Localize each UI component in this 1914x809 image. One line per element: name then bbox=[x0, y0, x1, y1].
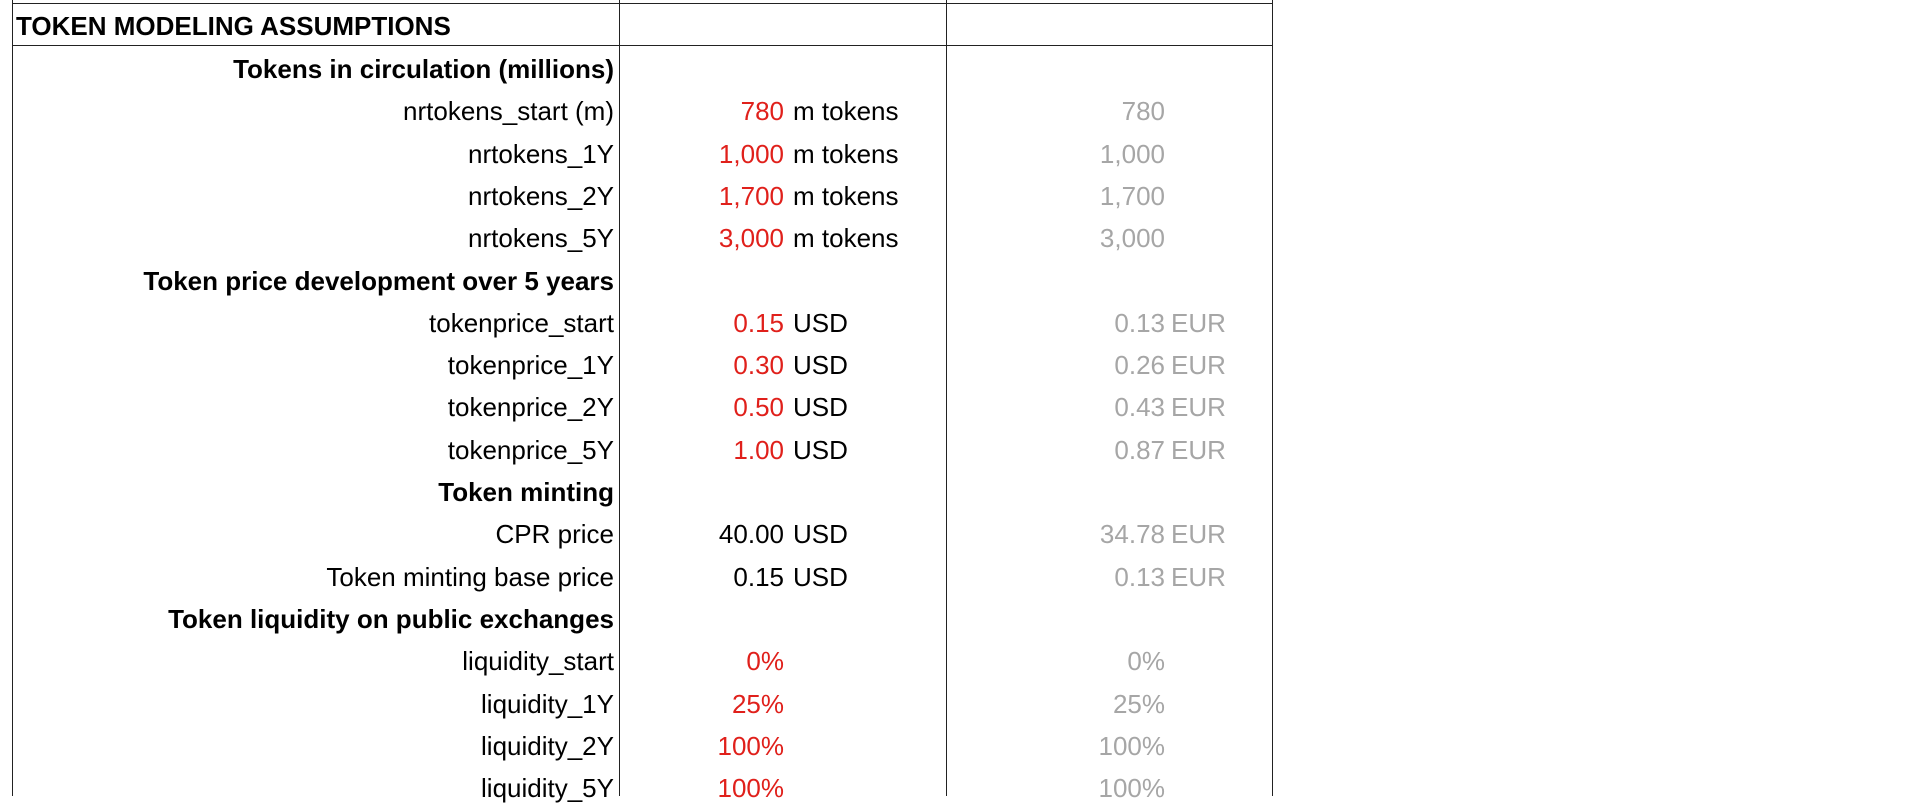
row-unit[interactable]: m tokens bbox=[793, 180, 899, 211]
row-reference-unit[interactable]: EUR bbox=[1171, 350, 1226, 381]
row-value[interactable]: 780 bbox=[740, 96, 784, 127]
sheet-title[interactable]: TOKEN MODELING ASSUMPTIONS bbox=[16, 11, 451, 41]
table-row: tokenprice_2Y 0.50 USD 0.43 EUR bbox=[0, 386, 1270, 428]
row-reference-value[interactable]: 780 bbox=[1121, 96, 1165, 127]
row-unit[interactable]: m tokens bbox=[793, 96, 899, 127]
row-reference-value[interactable]: 25% bbox=[1112, 688, 1165, 719]
row-label[interactable]: liquidity_start bbox=[462, 646, 614, 677]
row-reference-value[interactable]: 0% bbox=[1127, 646, 1165, 677]
row-label[interactable]: liquidity_5Y bbox=[481, 773, 614, 804]
row-unit[interactable]: USD bbox=[793, 307, 848, 338]
row-reference-unit[interactable]: EUR bbox=[1171, 561, 1226, 592]
row-reference-value[interactable]: 0.26 bbox=[1114, 350, 1165, 381]
row-value[interactable]: 1,700 bbox=[718, 180, 784, 211]
row-value[interactable]: 100% bbox=[717, 730, 785, 761]
row-label[interactable]: liquidity_1Y bbox=[481, 688, 614, 719]
row-label[interactable]: nrtokens_2Y bbox=[468, 180, 614, 211]
grid-line bbox=[12, 0, 13, 796]
section-row: Token liquidity on public exchanges bbox=[0, 598, 1270, 640]
grid-line bbox=[12, 3, 1273, 4]
section-label[interactable]: Tokens in circulation (millions) bbox=[233, 54, 614, 84]
row-reference-value[interactable]: 100% bbox=[1098, 730, 1166, 761]
row-value[interactable]: 25% bbox=[731, 688, 784, 719]
table-row: liquidity_5Y 100% 100% bbox=[0, 767, 1270, 809]
section-label[interactable]: Token price development over 5 years bbox=[143, 265, 614, 296]
table-row: liquidity_start 0% 0% bbox=[0, 640, 1270, 682]
row-unit[interactable]: USD bbox=[793, 519, 848, 550]
row-reference-value[interactable]: 1,700 bbox=[1099, 180, 1165, 211]
table-row: nrtokens_2Y 1,700 m tokens 1,700 bbox=[0, 175, 1270, 217]
grid-line bbox=[619, 0, 620, 796]
section-row: Token minting bbox=[0, 471, 1270, 513]
row-reference-unit[interactable]: EUR bbox=[1171, 392, 1226, 423]
row-value[interactable]: 0.15 bbox=[733, 561, 784, 592]
row-label[interactable]: nrtokens_start (m) bbox=[403, 96, 614, 127]
grid-line bbox=[946, 0, 947, 796]
header-row: TOKEN MODELING ASSUMPTIONS bbox=[0, 5, 1270, 47]
row-reference-value[interactable]: 0.43 bbox=[1114, 392, 1165, 423]
table-row: liquidity_2Y 100% 100% bbox=[0, 725, 1270, 767]
table-row: nrtokens_1Y 1,000 m tokens 1,000 bbox=[0, 133, 1270, 175]
row-label[interactable]: tokenprice_2Y bbox=[447, 392, 614, 423]
row-unit[interactable]: USD bbox=[793, 434, 848, 465]
grid-line bbox=[12, 45, 1273, 46]
row-value[interactable]: 40.00 bbox=[718, 519, 784, 550]
row-value[interactable]: 0.30 bbox=[733, 350, 784, 381]
row-reference-value[interactable]: 3,000 bbox=[1099, 223, 1165, 254]
row-label[interactable]: nrtokens_1Y bbox=[468, 138, 614, 169]
table-row: tokenprice_start 0.15 USD 0.13 EUR bbox=[0, 302, 1270, 344]
row-reference-unit[interactable]: EUR bbox=[1171, 434, 1226, 465]
row-reference-unit[interactable]: EUR bbox=[1171, 519, 1226, 550]
table-row: tokenprice_1Y 0.30 USD 0.26 EUR bbox=[0, 344, 1270, 386]
row-label[interactable]: nrtokens_5Y bbox=[468, 223, 614, 254]
row-reference-unit[interactable]: EUR bbox=[1171, 307, 1226, 338]
table-row: CPR price 40.00 USD 34.78 EUR bbox=[0, 513, 1270, 555]
row-label[interactable]: CPR price bbox=[495, 519, 614, 550]
row-value[interactable]: 0.15 bbox=[733, 307, 784, 338]
row-label[interactable]: tokenprice_5Y bbox=[447, 434, 614, 465]
row-value[interactable]: 0.50 bbox=[733, 392, 784, 423]
table-row: tokenprice_5Y 1.00 USD 0.87 EUR bbox=[0, 429, 1270, 471]
row-reference-value[interactable]: 1,000 bbox=[1099, 138, 1165, 169]
row-unit[interactable]: USD bbox=[793, 392, 848, 423]
table-row: liquidity_1Y 25% 25% bbox=[0, 683, 1270, 725]
row-label[interactable]: liquidity_2Y bbox=[481, 730, 614, 761]
row-reference-value[interactable]: 0.13 bbox=[1114, 561, 1165, 592]
grid-line bbox=[1272, 0, 1273, 796]
row-reference-value[interactable]: 100% bbox=[1098, 773, 1166, 804]
row-unit[interactable]: m tokens bbox=[793, 223, 899, 254]
row-label[interactable]: Token minting base price bbox=[326, 561, 614, 592]
row-label[interactable]: tokenprice_start bbox=[429, 307, 614, 338]
section-row: Tokens in circulation (millions) bbox=[0, 48, 1270, 90]
row-value[interactable]: 0% bbox=[746, 646, 784, 677]
row-unit[interactable]: USD bbox=[793, 561, 848, 592]
row-value[interactable]: 1,000 bbox=[718, 138, 784, 169]
row-unit[interactable]: USD bbox=[793, 350, 848, 381]
row-value[interactable]: 3,000 bbox=[718, 223, 784, 254]
table-row: Token minting base price 0.15 USD 0.13 EUR bbox=[0, 556, 1270, 598]
row-value[interactable]: 1.00 bbox=[733, 434, 784, 465]
section-label[interactable]: Token minting bbox=[438, 477, 614, 507]
section-row: Token price development over 5 years bbox=[0, 260, 1270, 302]
table-row: nrtokens_start (m) 780 m tokens 780 bbox=[0, 90, 1270, 132]
row-unit[interactable]: m tokens bbox=[793, 138, 899, 169]
row-reference-value[interactable]: 0.87 bbox=[1114, 434, 1165, 465]
row-reference-value[interactable]: 0.13 bbox=[1114, 307, 1165, 338]
section-label[interactable]: Token liquidity on public exchanges bbox=[168, 603, 614, 634]
table-row: nrtokens_5Y 3,000 m tokens 3,000 bbox=[0, 217, 1270, 259]
row-reference-value[interactable]: 34.78 bbox=[1099, 519, 1165, 550]
row-label[interactable]: tokenprice_1Y bbox=[447, 350, 614, 381]
row-value[interactable]: 100% bbox=[717, 773, 785, 804]
